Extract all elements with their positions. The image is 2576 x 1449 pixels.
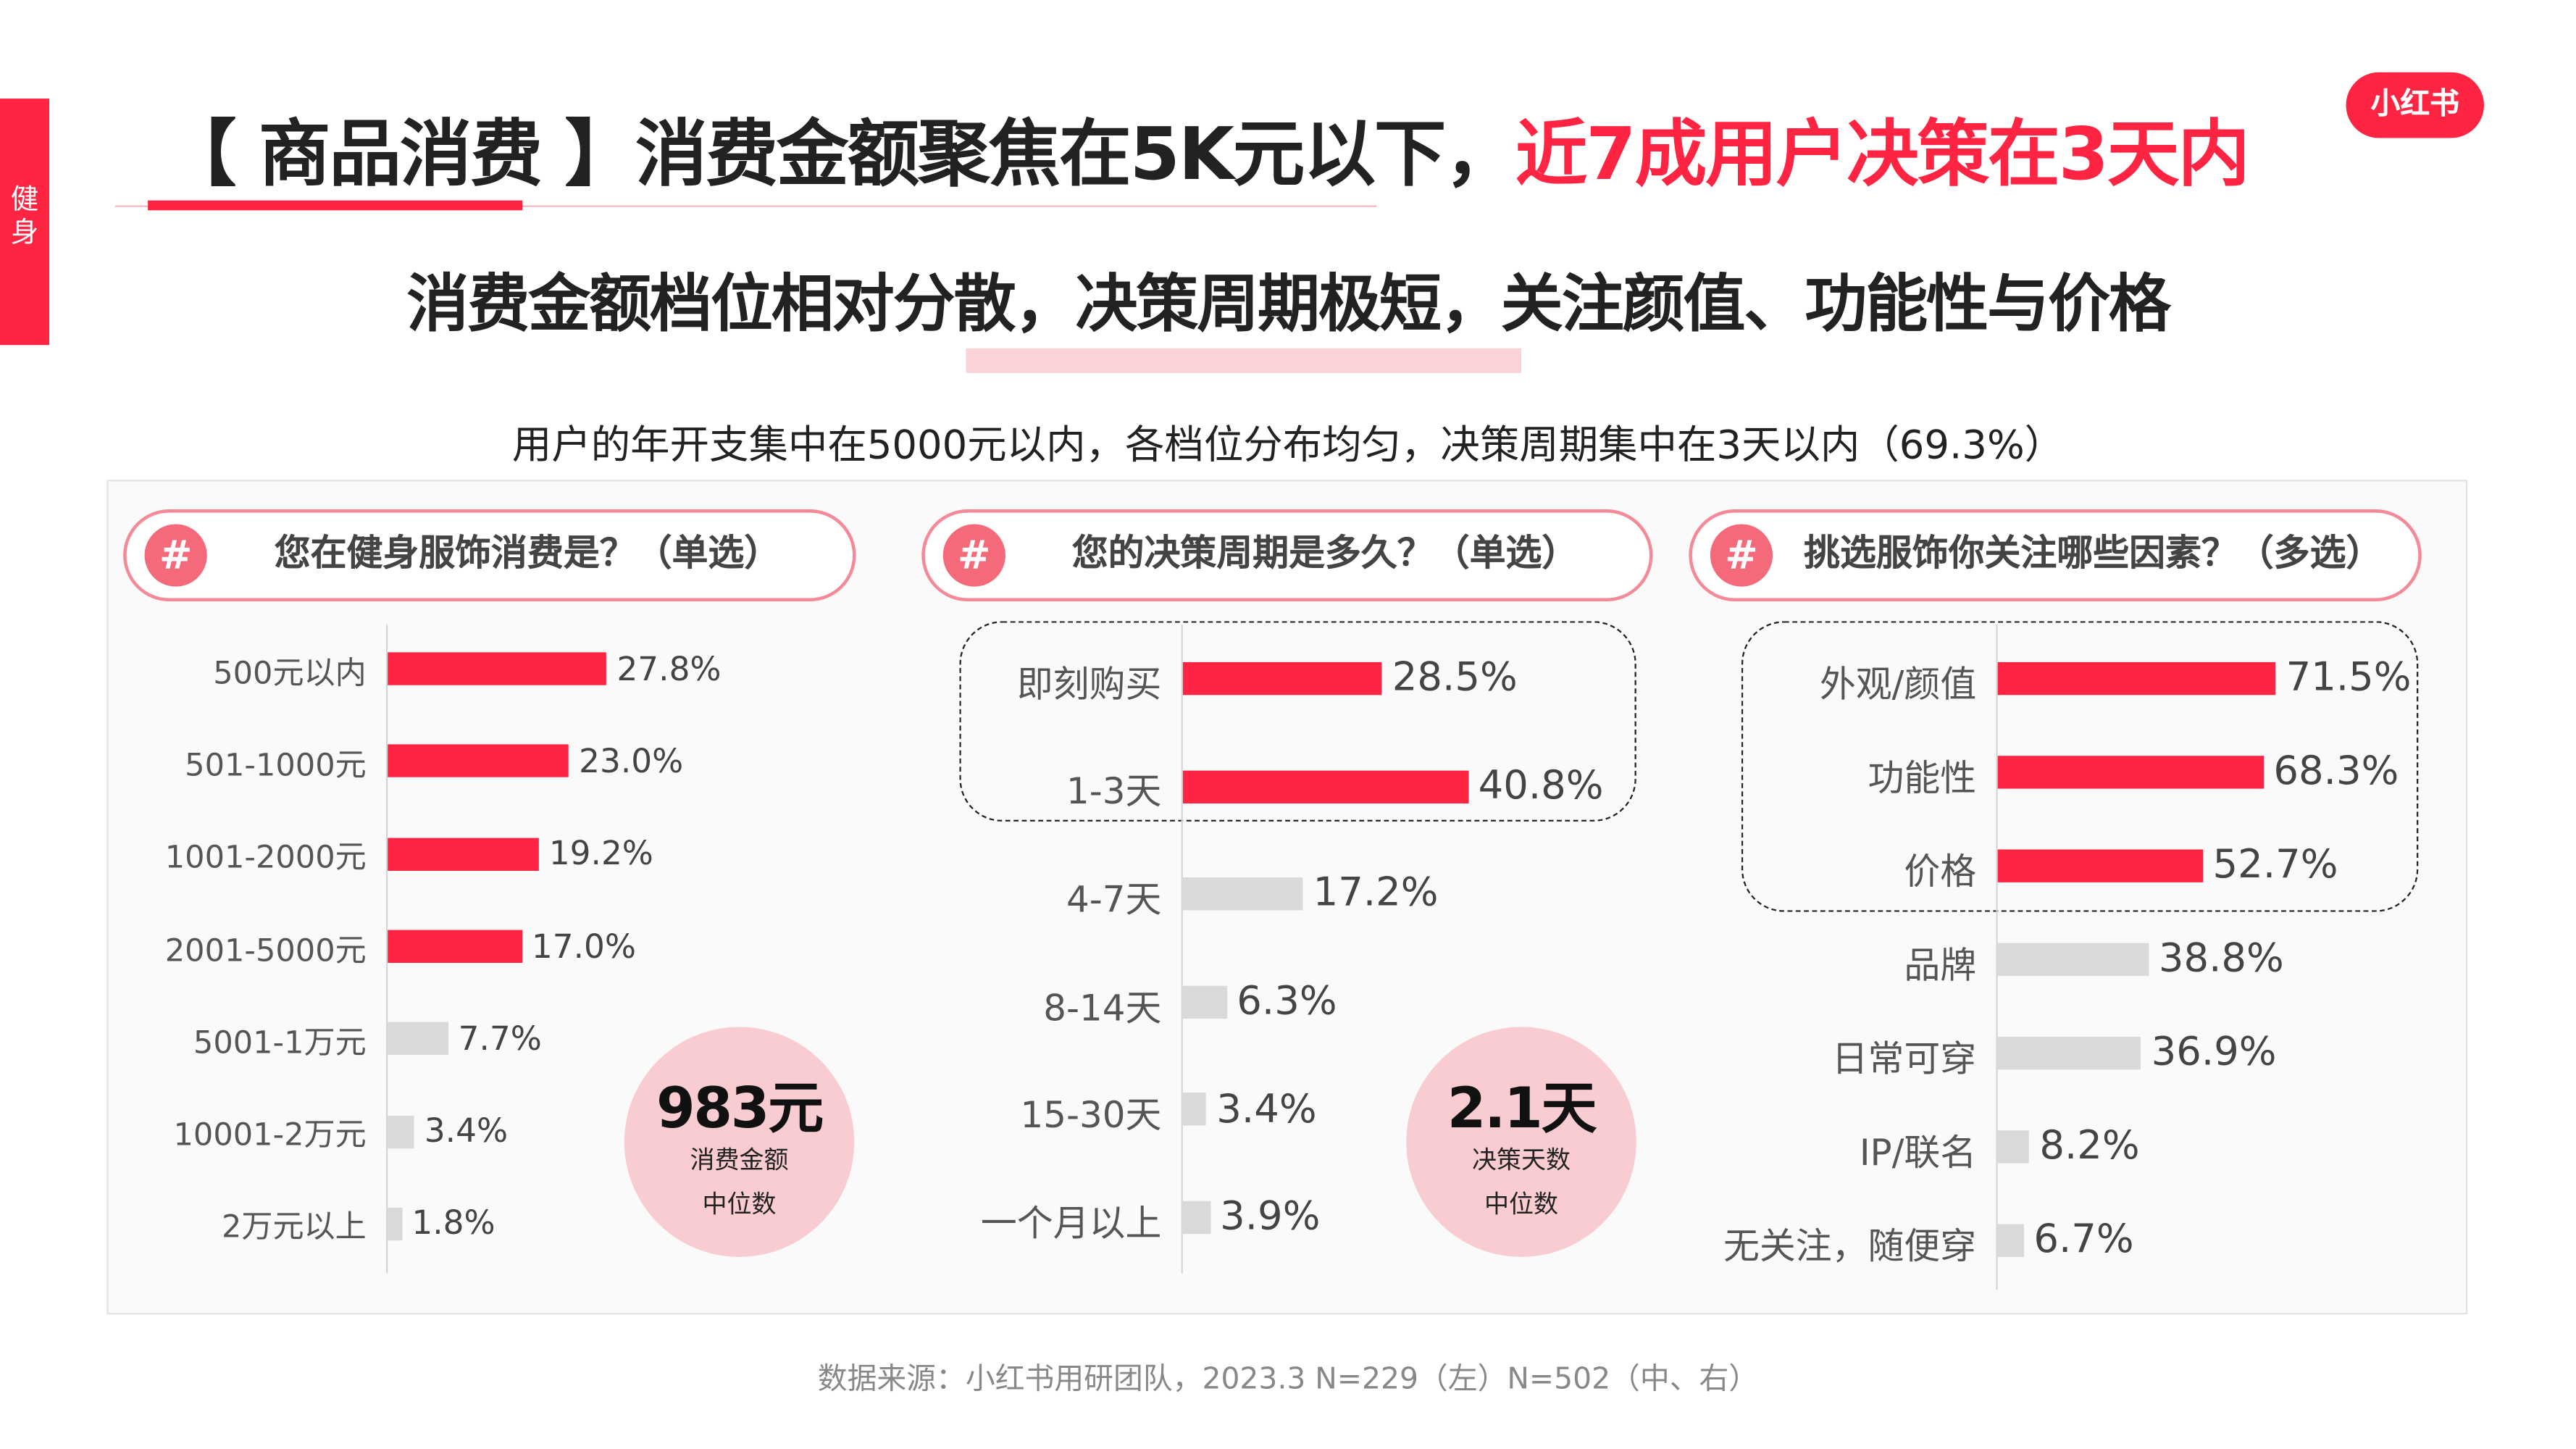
value-label: 27.8% bbox=[616, 648, 722, 688]
bar bbox=[388, 930, 522, 963]
category-label: 501-1000元 bbox=[185, 747, 367, 784]
hash-icon: # bbox=[144, 524, 207, 587]
value-label: 17.0% bbox=[531, 925, 636, 966]
median-circle-spend: 983元 消费金额 中位数 bbox=[624, 1027, 855, 1257]
bar bbox=[1997, 943, 2149, 977]
value-label: 68.3% bbox=[2273, 748, 2399, 794]
bar bbox=[1182, 769, 1469, 803]
median-value-decision: 2.1天 bbox=[1447, 1076, 1597, 1143]
bar bbox=[1182, 877, 1304, 911]
category-label: 即刻购买 bbox=[1016, 664, 1162, 706]
median-value-spend: 983元 bbox=[656, 1076, 824, 1143]
hash-icon: # bbox=[942, 524, 1005, 587]
title-divider bbox=[114, 205, 1377, 207]
xiaohongshu-logo: 小红书 bbox=[2346, 72, 2484, 138]
bar bbox=[1997, 1130, 2030, 1164]
category-label: 500元以内 bbox=[213, 655, 367, 691]
subtitle-highlight-bar bbox=[966, 348, 1522, 373]
question-title-factors: 挑选服饰你关注哪些因素？（多选） bbox=[1804, 534, 2383, 575]
question-title-decision: 您的决策周期是多久？（单选） bbox=[1071, 534, 1578, 575]
value-label: 3.9% bbox=[1220, 1193, 1321, 1240]
category-label: 一个月以上 bbox=[980, 1203, 1162, 1245]
median-circle-decision: 2.1天 决策天数 中位数 bbox=[1406, 1027, 1636, 1257]
question-pill-decision: # 您的决策周期是多久？（单选） bbox=[921, 509, 1653, 602]
median-label-decision: 决策天数 bbox=[1471, 1145, 1571, 1175]
category-label: 15-30天 bbox=[1020, 1095, 1162, 1137]
category-label: 外观/颜值 bbox=[1819, 664, 1977, 706]
value-label: 38.8% bbox=[2158, 935, 2284, 982]
bar bbox=[388, 837, 540, 871]
category-label: 4-7天 bbox=[1066, 880, 1162, 922]
title-underline-accent bbox=[148, 200, 523, 211]
category-label: 无关注，随便穿 bbox=[1723, 1227, 1977, 1269]
question-pill-spend: # 您在健身服饰消费是？（单选） bbox=[123, 509, 856, 602]
category-label: 1001-2000元 bbox=[164, 840, 367, 877]
category-label: 1-3天 bbox=[1066, 772, 1162, 814]
value-label: 3.4% bbox=[1216, 1085, 1317, 1132]
value-label: 1.8% bbox=[411, 1203, 495, 1243]
category-label: 2万元以上 bbox=[221, 1210, 367, 1247]
category-label: 10001-2万元 bbox=[173, 1117, 367, 1154]
value-label: 17.2% bbox=[1313, 869, 1439, 916]
bar bbox=[1997, 756, 2264, 789]
median-label-spend: 消费金额 bbox=[690, 1145, 789, 1175]
highlight-box-factors bbox=[1741, 621, 2419, 912]
bar bbox=[1997, 1037, 2142, 1070]
value-label: 8.2% bbox=[2039, 1122, 2140, 1169]
bar bbox=[1997, 849, 2203, 882]
value-label: 28.5% bbox=[1392, 653, 1518, 701]
page-subtitle: 消费金额档位相对分散，决策周期极短，关注颜值、功能性与价格 bbox=[406, 267, 2171, 341]
value-label: 71.5% bbox=[2286, 653, 2412, 701]
bar bbox=[1182, 1200, 1210, 1235]
page-title: 【 商品消费 】消费金额聚焦在5K元以下，近7成用户决策在3天内 bbox=[164, 96, 2250, 201]
category-label: 功能性 bbox=[1868, 759, 1977, 800]
value-label: 52.7% bbox=[2212, 841, 2338, 888]
hash-icon: # bbox=[1710, 524, 1773, 587]
bar bbox=[1182, 985, 1227, 1019]
median-sublabel-spend: 中位数 bbox=[702, 1189, 777, 1219]
category-label: 2001-5000元 bbox=[164, 932, 367, 969]
side-tab bbox=[0, 99, 50, 346]
bar bbox=[1182, 1093, 1207, 1127]
bar bbox=[1997, 1224, 2024, 1257]
axis-line-decision bbox=[1181, 624, 1183, 1274]
category-label: 价格 bbox=[1904, 852, 1977, 894]
bar bbox=[388, 652, 607, 685]
bar bbox=[388, 745, 569, 778]
axis-line-factors bbox=[1996, 624, 1998, 1290]
value-label: 6.7% bbox=[2033, 1216, 2134, 1262]
category-label: 8-14天 bbox=[1043, 988, 1162, 1030]
value-label: 3.4% bbox=[424, 1111, 509, 1151]
category-label: 5001-1万元 bbox=[193, 1024, 367, 1061]
median-sublabel-decision: 中位数 bbox=[1484, 1189, 1559, 1219]
value-label: 19.2% bbox=[548, 833, 653, 873]
bar bbox=[1182, 661, 1383, 696]
highlight-box-decision bbox=[959, 621, 1636, 822]
value-label: 7.7% bbox=[458, 1018, 542, 1058]
page-description: 用户的年开支集中在5000元以内，各档位分布均匀，决策周期集中在3天以内（69.… bbox=[511, 422, 2065, 469]
value-label: 36.9% bbox=[2151, 1028, 2277, 1075]
side-tab-label: 健身 bbox=[10, 184, 39, 250]
category-label: 品牌 bbox=[1904, 945, 1977, 987]
value-label: 40.8% bbox=[1478, 761, 1604, 809]
bar bbox=[388, 1022, 449, 1056]
bar bbox=[388, 1114, 415, 1148]
value-label: 6.3% bbox=[1237, 977, 1337, 1024]
page-title-prefix: 【 商品消费 】消费金额聚焦在5K元以下， bbox=[164, 113, 1517, 198]
bar bbox=[388, 1207, 402, 1240]
question-pill-factors: # 挑选服饰你关注哪些因素？（多选） bbox=[1689, 509, 2422, 602]
page-title-highlight: 近7成用户决策在3天内 bbox=[1515, 113, 2250, 198]
axis-line-spend bbox=[385, 624, 388, 1274]
question-title-spend: 您在健身服饰消费是？（单选） bbox=[274, 534, 781, 575]
value-label: 23.0% bbox=[579, 740, 684, 780]
category-label: 日常可穿 bbox=[1831, 1039, 1977, 1081]
bar bbox=[1997, 661, 2277, 696]
category-label: IP/联名 bbox=[1859, 1133, 1977, 1174]
data-source-note: 数据来源：小红书用研团队，2023.3 N=229（左）N=502（中、右） bbox=[817, 1362, 1759, 1397]
